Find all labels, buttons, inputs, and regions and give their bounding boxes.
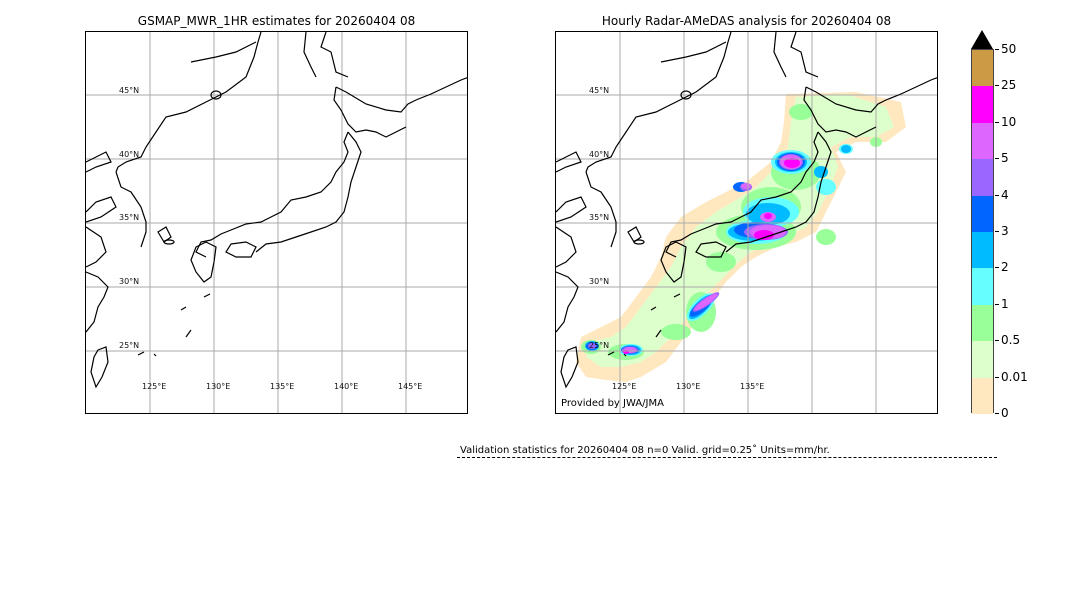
lat-label-40: 40°N xyxy=(119,150,140,159)
colorbar-seg-4-5 xyxy=(972,159,993,196)
lat-label-30: 30°N xyxy=(589,277,610,286)
colorbar-seg-2-3 xyxy=(972,232,993,269)
colorbar-label-2: 2 xyxy=(1001,260,1009,274)
colorbar-tick xyxy=(995,413,999,414)
colorbar-seg-5-10 xyxy=(972,122,993,160)
left-map-title: GSMAP_MWR_1HR estimates for 20260404 08 xyxy=(137,14,416,28)
data-credit: Provided by JWA/JMA xyxy=(561,398,664,409)
right-map-title: Hourly Radar-AMeDAS analysis for 2026040… xyxy=(601,14,892,28)
colorbar-seg-3-4 xyxy=(972,195,993,232)
dashed-divider xyxy=(457,457,997,458)
colorbar-label-0.5: 0.5 xyxy=(1001,333,1021,347)
lon-label-125: 125°E xyxy=(142,382,167,391)
coastlines xyxy=(556,32,937,389)
left-map-axes: 45°N 40°N 35°N 30°N 25°N 125°E 130°E 135… xyxy=(85,31,468,414)
colorbar-seg-0.01-0.5 xyxy=(972,341,993,378)
colorbar-tick xyxy=(995,195,999,196)
colorbar-label-10: 10 xyxy=(1001,115,1017,129)
coastlines xyxy=(86,32,467,389)
lat-label-25: 25°N xyxy=(589,341,610,350)
colorbar-seg-0.5-1 xyxy=(972,304,993,342)
colorbar-tick xyxy=(995,340,999,341)
gridlines xyxy=(86,32,467,413)
lat-label-45: 45°N xyxy=(119,86,140,95)
colorbar-tick xyxy=(995,122,999,123)
right-map-axes: 45°N 40°N 35°N 30°N 25°N 125°E 130°E 135… xyxy=(555,31,938,414)
left-map-canvas xyxy=(86,32,467,413)
colorbar-label-25: 25 xyxy=(1001,78,1017,92)
validation-statistics: Validation statistics for 20260404 08 n=… xyxy=(460,445,830,456)
lat-label-30: 30°N xyxy=(119,277,140,286)
lat-label-40: 40°N xyxy=(589,150,610,159)
colorbar-tick xyxy=(995,231,999,232)
lat-label-35: 35°N xyxy=(589,213,610,222)
lon-label-140: 140°E xyxy=(334,382,359,391)
colorbar-extend-triangle xyxy=(971,30,993,49)
colorbar-label-5: 5 xyxy=(1001,151,1009,165)
lon-label-145: 145°E xyxy=(398,382,423,391)
colorbar-label-0: 0 xyxy=(1001,406,1009,420)
colorbar-tick xyxy=(995,304,999,305)
lon-label-125: 125°E xyxy=(612,382,637,391)
colorbar-label-3: 3 xyxy=(1001,224,1009,238)
right-map-canvas xyxy=(556,32,937,413)
colorbar-label-4: 4 xyxy=(1001,188,1009,202)
colorbar-tick xyxy=(995,85,999,86)
lat-label-25: 25°N xyxy=(119,341,140,350)
colorbar-seg-10-25 xyxy=(972,86,993,123)
colorbar-tick xyxy=(995,267,999,268)
lon-label-130: 130°E xyxy=(676,382,701,391)
lon-label-135: 135°E xyxy=(270,382,295,391)
colorbar-tick xyxy=(995,49,999,50)
colorbar-tick xyxy=(995,158,999,159)
precip-field xyxy=(576,92,906,382)
colorbar-tick xyxy=(995,377,999,378)
lon-label-130: 130°E xyxy=(206,382,231,391)
colorbar-label-0.01: 0.01 xyxy=(1001,370,1028,384)
colorbar-seg-25-50 xyxy=(972,50,993,87)
colorbar-label-1: 1 xyxy=(1001,297,1009,311)
colorbar xyxy=(971,49,994,414)
lat-label-45: 45°N xyxy=(589,86,610,95)
colorbar-label-50: 50 xyxy=(1001,42,1017,56)
colorbar-seg-1-2 xyxy=(972,268,993,305)
colorbar-seg-0-0.01 xyxy=(972,377,993,414)
gridlines xyxy=(556,32,937,413)
lon-label-135: 135°E xyxy=(740,382,765,391)
lat-label-35: 35°N xyxy=(119,213,140,222)
